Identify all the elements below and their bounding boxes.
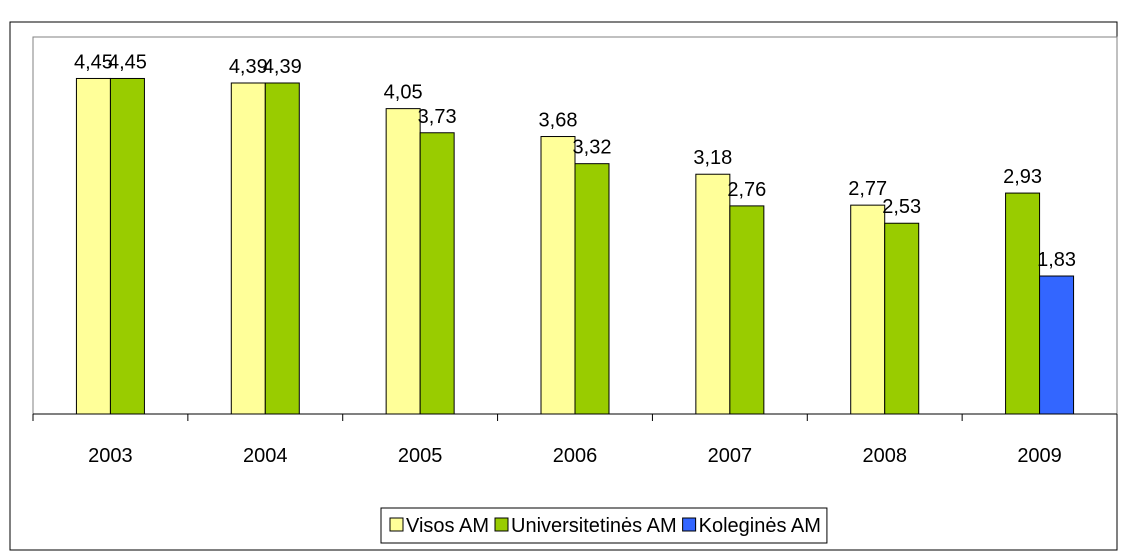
bar (109, 77, 145, 415)
legend (380, 507, 828, 544)
x-tick-label: 2009 (1017, 445, 1062, 467)
bar (884, 222, 920, 415)
value-label: 4,39 (229, 56, 268, 78)
legend-label: Visos AM (406, 515, 489, 537)
bar (574, 163, 610, 415)
value-label: 3,73 (418, 106, 457, 128)
bar (695, 173, 731, 415)
value-label: 3,18 (693, 147, 732, 169)
value-label: 2,93 (1003, 166, 1042, 188)
legend-swatch (682, 517, 697, 532)
x-tick-label: 2008 (862, 445, 907, 467)
legend-swatch (389, 517, 404, 532)
bar (75, 77, 111, 415)
bar (850, 204, 886, 415)
value-label: 4,45 (74, 51, 113, 73)
x-tick-label: 2007 (708, 445, 753, 467)
x-tick-label: 2004 (243, 445, 288, 467)
value-label: 1,83 (1037, 249, 1076, 271)
x-tick-label: 2003 (88, 445, 133, 467)
bar (1005, 192, 1041, 415)
bar (540, 136, 576, 415)
value-label: 2,53 (882, 196, 921, 218)
legend-label: Koleginės AM (699, 515, 821, 537)
legend-label: Universitetinės AM (511, 515, 677, 537)
bar (230, 82, 266, 415)
bar (385, 108, 421, 415)
value-label: 4,39 (263, 56, 302, 78)
value-label: 2,76 (727, 179, 766, 201)
bar (419, 132, 455, 415)
legend-swatch (494, 517, 509, 532)
x-tick-label: 2005 (398, 445, 443, 467)
bar (729, 205, 765, 415)
value-label: 2,77 (848, 178, 887, 200)
bar (1039, 275, 1075, 415)
value-label: 3,68 (539, 110, 578, 132)
bar (264, 82, 300, 415)
value-label: 3,32 (573, 137, 612, 159)
value-label: 4,45 (108, 51, 147, 73)
x-tick-label: 2006 (553, 445, 598, 467)
value-label: 4,05 (384, 82, 423, 104)
